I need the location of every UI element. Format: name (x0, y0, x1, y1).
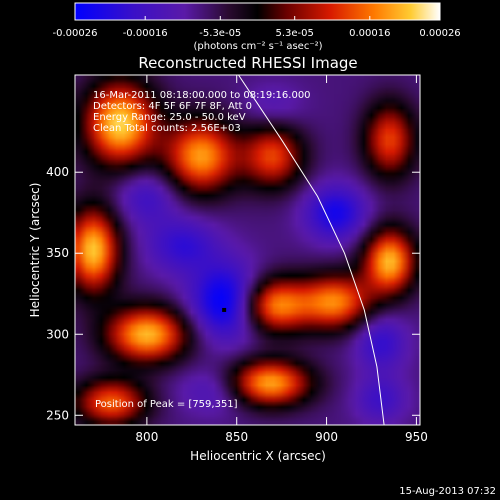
peak-marker-dot (222, 307, 227, 312)
colorbar (74, 2, 441, 21)
peak-position-label: Position of Peak = [759,351] (95, 399, 238, 410)
y-tick-label: 350 (46, 246, 69, 260)
colorbar-tick-label: -0.00016 (123, 28, 168, 39)
colorbar-tick-label: 5.3e-05 (276, 28, 314, 39)
footer-timestamp: 15-Aug-2013 07:32 (399, 486, 496, 497)
annotation-energy: Energy Range: 25.0 - 50.0 keV (93, 112, 246, 123)
solar-limb (238, 75, 385, 425)
x-tick-label: 850 (225, 430, 248, 444)
axis-ticks: 800 850 900 950 250 300 350 400 (46, 75, 428, 444)
annotation-detectors: Detectors: 4F 5F 6F 7F 8F, Att 0 (93, 101, 252, 112)
y-axis-label: Heliocentric Y (arcsec) (28, 183, 42, 318)
peak-marker (222, 307, 227, 312)
chart-title: Reconstructed RHESSI Image (138, 54, 357, 72)
colorbar-ticks: -0.00026 -0.00016 -5.3e-05 5.3e-05 0.00016 0.… (53, 16, 461, 39)
annotation-block: 16-Mar-2011 08:18:00.000 to 08:19:16.000… (93, 90, 311, 410)
annotation-counts: Clean Total counts: 2.56E+03 (93, 123, 241, 134)
colorbar-tick-label: 0.00016 (349, 28, 390, 39)
y-tick-label: 400 (46, 165, 69, 179)
annotation-time: 16-Mar-2011 08:18:00.000 to 08:19:16.000 (93, 90, 311, 101)
colorbar-tick-label: -5.3e-05 (199, 28, 241, 39)
limb-line (238, 75, 385, 425)
x-tick-label: 800 (135, 430, 158, 444)
plot-frame (74, 74, 421, 426)
x-tick-label: 900 (315, 430, 338, 444)
x-axis-label: Heliocentric X (arcsec) (190, 449, 326, 463)
y-tick-label: 250 (46, 408, 69, 422)
heatmap-image (75, 75, 420, 425)
colorbar-tick-label: -0.00026 (53, 28, 98, 39)
y-tick-label: 300 (46, 327, 69, 341)
colorbar-tick-label: 0.00026 (419, 28, 460, 39)
x-tick-label: 950 (405, 430, 428, 444)
colorbar-label: (photons cm⁻² s⁻¹ asec⁻²) (193, 41, 322, 52)
